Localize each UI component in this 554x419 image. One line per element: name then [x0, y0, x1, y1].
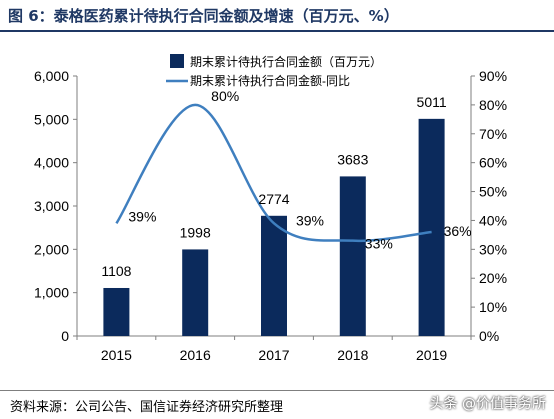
y-left-tick-label: 1,000 [34, 285, 69, 301]
y-left-tick-label: 4,000 [34, 155, 69, 171]
watermark: 头条 @价值事务所 [429, 396, 546, 412]
x-tick-label: 2018 [337, 347, 368, 363]
source-note: 资料来源：公司公告、国信证券经济研究所整理 [10, 400, 284, 415]
line-series [115, 103, 432, 243]
bar-value-label: 1108 [101, 263, 131, 279]
y-left-tick-label: 5,000 [34, 111, 69, 127]
y-right-tick-label: 80% [479, 97, 507, 113]
bar [261, 215, 287, 336]
title-divider [0, 30, 554, 32]
y-left-tick-label: 2,000 [34, 241, 69, 257]
line-value-label: 39% [296, 212, 324, 228]
bar [182, 249, 209, 336]
y-left-tick-label: 6,000 [34, 68, 69, 84]
x-tick-label: 2019 [416, 347, 447, 363]
combo-chart: 期末累计待执行合同金额（百万元） 期末累计待执行合同金额-同比 0 1,000 2,… [34, 54, 507, 363]
bar [339, 176, 366, 336]
growth-line [115, 103, 432, 243]
legend-label-line: 期末累计待执行合同金额-同比 [190, 73, 350, 88]
chart-title-bar: 图 6：泰格医药累计待执行合同金额及增速（百万元、%） [0, 0, 554, 30]
y-right-tick-label: 90% [479, 68, 507, 84]
y-right-tick-label: 20% [479, 270, 507, 286]
y-right-tick-label: 70% [479, 126, 507, 142]
bar-value-label: 3683 [337, 151, 368, 167]
y-right-tick-label: 30% [479, 241, 507, 257]
chart-axes: 0 1,000 2,000 3,000 4,000 5,000 6,000 0% 10% 20% 3… [34, 68, 507, 363]
bar [418, 118, 445, 337]
bar [103, 287, 130, 336]
bar-series [103, 118, 445, 337]
legend-swatch-bar [170, 54, 184, 68]
x-tick-label: 2016 [180, 347, 211, 363]
y-right-tick-label: 50% [479, 184, 507, 200]
legend-label-bar: 期末累计待执行合同金额（百万元） [190, 54, 382, 69]
data-labels: 1108 1998 2774 3683 5011 39% 80% 39% 33% 36% [101, 88, 471, 279]
bar-value-label: 1998 [180, 224, 211, 240]
y-right-tick-label: 40% [479, 212, 507, 228]
y-right-tick-label: 0% [479, 328, 499, 344]
bar-value-label: 5011 [417, 94, 447, 110]
line-value-label: 33% [365, 236, 393, 252]
line-value-label: 36% [444, 223, 472, 239]
chart-title: 图 6：泰格医药累计待执行合同金额及增速（百万元、%） [8, 7, 399, 25]
y-right-tick-label: 10% [479, 299, 507, 315]
y-left-tick-label: 3,000 [34, 198, 69, 214]
x-tick-label: 2015 [101, 347, 132, 363]
x-tick-label: 2017 [258, 347, 289, 363]
chart-legend: 期末累计待执行合同金额（百万元） 期末累计待执行合同金额-同比 [166, 54, 382, 88]
y-left-tick-label: 0 [61, 328, 69, 344]
line-value-label: 39% [128, 208, 156, 224]
footer-divider [0, 390, 554, 391]
line-value-label: 80% [211, 88, 239, 104]
y-right-tick-label: 60% [479, 155, 507, 171]
bar-value-label: 2774 [258, 191, 289, 207]
